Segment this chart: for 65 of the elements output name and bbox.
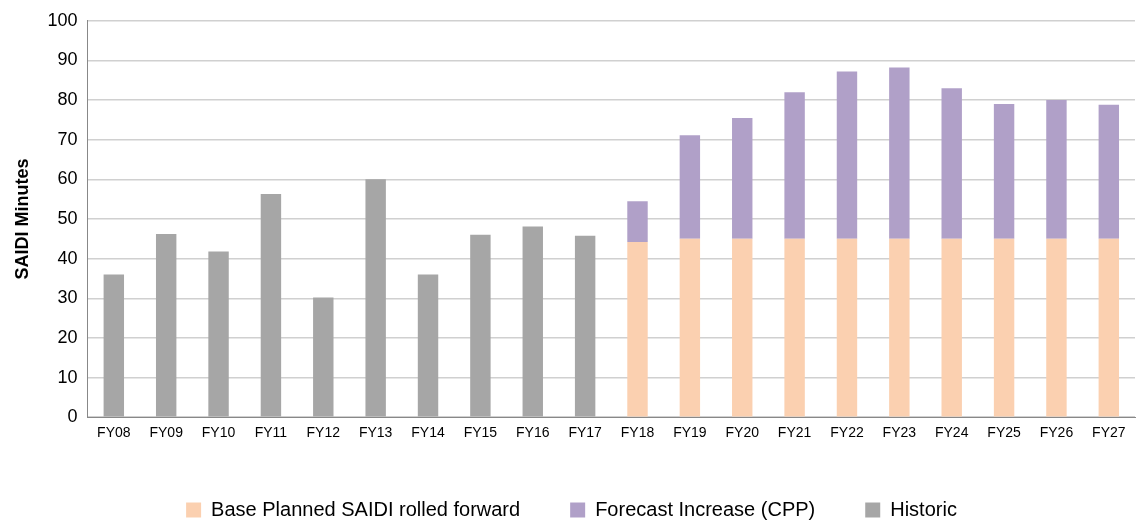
bar — [732, 238, 753, 417]
x-tick-label: FY26 — [1039, 424, 1074, 441]
x-tick-label: FY21 — [777, 424, 812, 441]
y-tick-label: 10 — [57, 366, 78, 387]
bar — [1046, 100, 1067, 239]
bar — [260, 194, 282, 417]
bar — [889, 238, 910, 417]
bar — [208, 251, 229, 417]
bar — [1046, 238, 1067, 417]
x-tick-label: FY24 — [934, 424, 969, 441]
y-tick-label: 50 — [57, 207, 78, 228]
x-tick-label: FY15 — [463, 424, 498, 441]
y-tick-label: 30 — [57, 287, 78, 308]
bar — [417, 274, 439, 417]
x-tick-label: FY08 — [97, 424, 131, 441]
bar — [784, 92, 805, 239]
bar — [522, 226, 543, 417]
bar — [836, 238, 858, 417]
bar — [365, 179, 386, 417]
bar — [155, 234, 177, 417]
y-axis-title: SAIDI Minutes — [11, 158, 32, 280]
bar — [889, 67, 910, 239]
x-tick-label: FY19 — [673, 424, 707, 441]
bar — [784, 238, 805, 417]
legend-label: Base Planned SAIDI rolled forward — [211, 497, 521, 520]
bar — [836, 71, 858, 239]
x-tick-label: FY18 — [620, 424, 655, 441]
x-tick-label: FY25 — [987, 424, 1022, 441]
bar — [679, 135, 701, 239]
legend-label: Historic — [890, 497, 957, 520]
x-tick-label: FY10 — [201, 424, 236, 441]
bar — [993, 238, 1015, 417]
x-tick-label: FY27 — [1092, 424, 1126, 441]
bar — [470, 234, 491, 417]
x-tick-label: FY20 — [725, 424, 760, 441]
bar — [679, 238, 701, 417]
x-tick-label: FY23 — [882, 424, 917, 441]
x-tick-label: FY22 — [830, 424, 864, 441]
bar — [941, 88, 962, 239]
x-tick-label: FY14 — [411, 424, 445, 441]
bar — [941, 238, 962, 417]
x-tick-label: FY11 — [254, 424, 288, 441]
y-tick-label: 0 — [67, 406, 78, 427]
x-tick-label: FY17 — [568, 424, 603, 441]
bar — [732, 117, 753, 239]
legend-label: Forecast Increase (CPP) — [595, 497, 816, 520]
x-tick-label: FY09 — [149, 424, 184, 441]
bar — [574, 235, 596, 417]
bar — [313, 297, 334, 417]
y-tick-label: 40 — [57, 247, 78, 268]
y-tick-label: 100 — [47, 9, 78, 30]
y-tick-label: 60 — [57, 168, 78, 189]
x-tick-label: FY13 — [358, 424, 393, 441]
bar — [1098, 238, 1120, 417]
bar — [627, 201, 648, 242]
bar — [1098, 104, 1120, 239]
bar — [103, 274, 125, 417]
y-tick-label: 20 — [57, 326, 78, 347]
x-tick-label: FY16 — [516, 424, 550, 441]
bar — [627, 241, 648, 417]
y-tick-label: 80 — [57, 89, 78, 110]
y-tick-label: 90 — [57, 49, 78, 70]
y-tick-label: 70 — [57, 128, 78, 149]
x-tick-label: FY12 — [306, 424, 341, 441]
bar — [993, 104, 1015, 239]
